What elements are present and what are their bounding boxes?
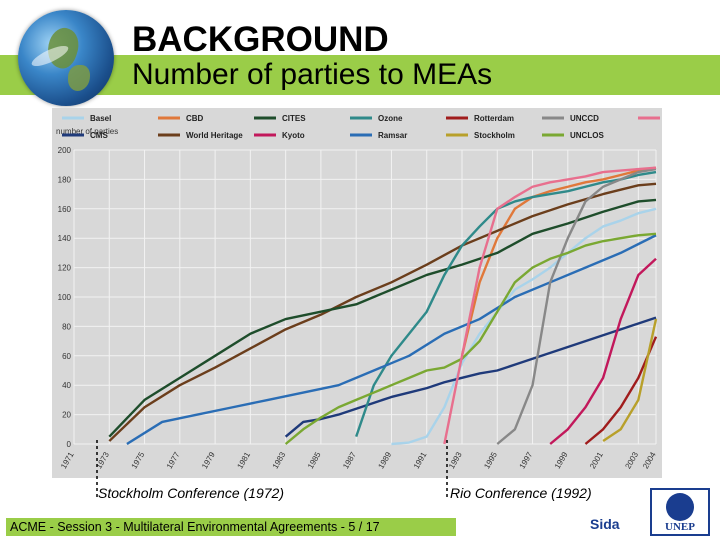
series-line-cites: [108, 198, 657, 438]
x-tick-label: 1987: [341, 450, 358, 470]
x-tick-label: 2004: [641, 450, 658, 470]
legend-label: UNCCD: [570, 114, 599, 123]
x-tick-label: 1983: [271, 450, 288, 470]
unep-label: UNEP: [665, 521, 695, 533]
x-tick-label: 1999: [553, 450, 570, 470]
y-tick-label: 140: [58, 234, 72, 243]
series-line-unfccc: [443, 166, 657, 445]
series-line-unccd: [496, 167, 657, 445]
x-tick-label: 2003: [623, 450, 640, 470]
unep-logo: UNEP: [650, 488, 710, 536]
series-line-ramsar: [126, 234, 657, 446]
slide-subtitle: Number of parties to MEAs: [132, 58, 493, 91]
y-tick-label: 60: [62, 352, 71, 361]
y-tick-label: 40: [62, 381, 71, 390]
y-tick-label: 180: [58, 175, 72, 184]
series-line-ozone: [355, 170, 657, 438]
x-tick-label: 1979: [200, 450, 217, 470]
chart-area: 0 20 40 60 80 100 120 140 160 180 200 1971 1973 1975 1…: [52, 108, 662, 478]
y-tick-label: 0: [67, 440, 72, 449]
series-line-cbd: [460, 166, 657, 357]
x-tick-label: 2001: [588, 450, 605, 470]
slide-title: BACKGROUND: [132, 20, 389, 59]
series-line-world-heritage: [108, 182, 657, 442]
y-tick-label: 20: [62, 411, 71, 420]
x-tick-label: 1977: [165, 450, 182, 470]
series-line-basel: [391, 207, 657, 446]
legend-label: Ramsar: [378, 131, 407, 140]
x-tick-label: 1975: [130, 450, 147, 470]
x-tick-label: 1993: [447, 450, 464, 470]
y-tick-label: 100: [58, 293, 72, 302]
x-tick-label: 1995: [482, 450, 499, 470]
legend-label: UNCLOS: [570, 131, 604, 140]
legend-label: Stockholm: [474, 131, 515, 140]
x-tick-label: 1991: [412, 450, 429, 470]
caption-stockholm: Stockholm Conference (1972): [98, 485, 284, 501]
series-line-kyoto: [549, 257, 657, 445]
legend-label: CITES: [282, 114, 306, 123]
legend-label: Ozone: [378, 114, 403, 123]
x-tick-label: 1985: [306, 450, 323, 470]
legend-label: CBD: [186, 114, 204, 123]
y-tick-label: 200: [58, 146, 72, 155]
series-line-stockholm: [602, 318, 658, 443]
sida-logo: Sida: [590, 516, 620, 532]
series-line-unclos: [284, 232, 657, 445]
legend-label: CMS: [90, 131, 108, 140]
legend-label: Rotterdam: [474, 114, 514, 123]
mea-parties-chart: 0 20 40 60 80 100 120 140 160 180 200 1971 1973 1975 1…: [56, 114, 660, 470]
y-axis-label: number of parties: [56, 127, 118, 136]
x-tick-label: 1997: [518, 450, 535, 470]
globe-icon: [18, 10, 114, 106]
y-tick-label: 160: [58, 205, 72, 214]
legend-label: World Heritage: [186, 131, 243, 140]
legend-label: Kyoto: [282, 131, 305, 140]
x-tick-label: 1971: [59, 450, 76, 470]
y-tick-label: 80: [62, 322, 71, 331]
unep-emblem-icon: [666, 493, 694, 521]
x-tick-label: 1981: [235, 450, 252, 470]
footer-bar: ACME - Session 3 - Multilateral Environm…: [6, 518, 456, 536]
caption-rio: Rio Conference (1992): [450, 485, 592, 501]
series-line-rotterdam: [584, 336, 658, 445]
series-line-cms: [284, 316, 657, 438]
x-tick-label: 1973: [94, 450, 111, 470]
legend-label: Basel: [90, 114, 111, 123]
x-tick-label: 1989: [376, 450, 393, 470]
header-band: [0, 55, 720, 95]
y-tick-label: 120: [58, 264, 72, 273]
